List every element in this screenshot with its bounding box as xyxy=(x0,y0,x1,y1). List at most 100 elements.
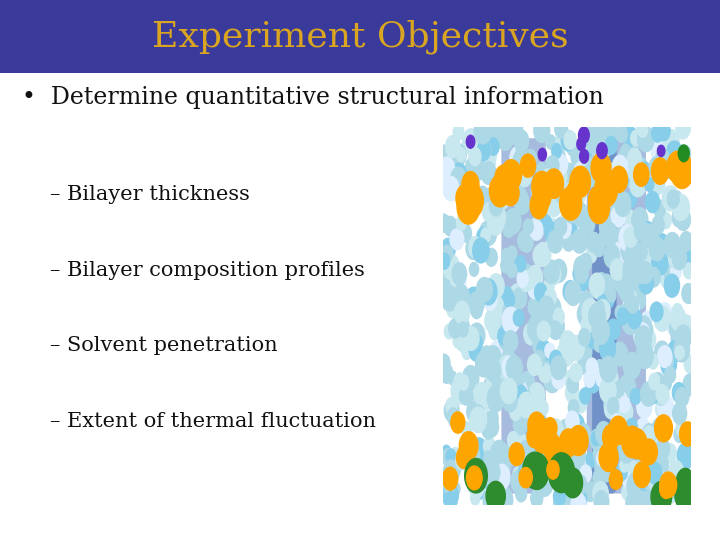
Circle shape xyxy=(453,124,464,140)
Circle shape xyxy=(477,140,490,160)
Circle shape xyxy=(516,483,526,500)
Circle shape xyxy=(595,172,618,207)
FancyBboxPatch shape xyxy=(587,138,616,494)
Circle shape xyxy=(662,186,679,211)
Circle shape xyxy=(508,263,517,278)
Circle shape xyxy=(484,451,493,464)
Circle shape xyxy=(499,330,512,350)
Circle shape xyxy=(562,343,571,357)
Circle shape xyxy=(591,431,600,445)
Circle shape xyxy=(518,464,528,478)
Circle shape xyxy=(546,135,556,149)
Circle shape xyxy=(642,329,656,349)
Circle shape xyxy=(498,287,514,311)
Circle shape xyxy=(574,161,589,185)
Circle shape xyxy=(440,364,453,383)
Circle shape xyxy=(622,469,635,488)
Circle shape xyxy=(446,455,461,478)
Circle shape xyxy=(495,165,512,191)
FancyBboxPatch shape xyxy=(592,138,646,494)
Circle shape xyxy=(518,165,531,187)
Circle shape xyxy=(641,439,657,464)
Circle shape xyxy=(593,482,608,505)
Circle shape xyxy=(537,321,550,341)
Circle shape xyxy=(505,443,519,465)
Circle shape xyxy=(654,458,668,481)
Circle shape xyxy=(577,424,590,443)
Circle shape xyxy=(624,227,637,247)
Circle shape xyxy=(535,242,551,266)
Circle shape xyxy=(545,160,562,186)
Circle shape xyxy=(574,256,589,279)
Circle shape xyxy=(581,132,593,148)
Circle shape xyxy=(611,440,624,458)
Circle shape xyxy=(616,226,627,243)
Circle shape xyxy=(634,291,646,309)
Circle shape xyxy=(603,181,621,207)
Circle shape xyxy=(477,227,490,247)
Circle shape xyxy=(593,442,608,465)
Circle shape xyxy=(624,256,640,282)
Circle shape xyxy=(474,118,491,144)
Circle shape xyxy=(511,470,526,493)
Circle shape xyxy=(508,431,518,449)
Circle shape xyxy=(568,400,579,416)
Circle shape xyxy=(575,447,585,463)
Circle shape xyxy=(483,153,495,171)
Circle shape xyxy=(535,424,553,451)
Circle shape xyxy=(570,363,582,382)
Circle shape xyxy=(581,315,593,334)
Circle shape xyxy=(675,346,684,360)
Text: – Bilayer composition profiles: – Bilayer composition profiles xyxy=(50,260,365,280)
Circle shape xyxy=(485,188,495,204)
Circle shape xyxy=(644,474,656,491)
Circle shape xyxy=(559,429,577,457)
Circle shape xyxy=(515,192,529,214)
Circle shape xyxy=(537,457,553,482)
Circle shape xyxy=(654,341,670,365)
Circle shape xyxy=(480,221,497,246)
Circle shape xyxy=(622,426,642,458)
Circle shape xyxy=(604,391,621,417)
Circle shape xyxy=(515,255,526,272)
Circle shape xyxy=(534,283,546,302)
Circle shape xyxy=(612,424,626,446)
Circle shape xyxy=(654,483,667,502)
Circle shape xyxy=(586,453,596,468)
Circle shape xyxy=(480,389,495,411)
Circle shape xyxy=(499,193,509,208)
Circle shape xyxy=(642,312,652,327)
Circle shape xyxy=(492,188,501,203)
Circle shape xyxy=(476,460,492,485)
Circle shape xyxy=(661,257,670,272)
Circle shape xyxy=(463,163,479,187)
Circle shape xyxy=(467,471,483,495)
Circle shape xyxy=(485,417,498,437)
Circle shape xyxy=(651,139,665,161)
Circle shape xyxy=(502,350,516,373)
Circle shape xyxy=(534,350,545,368)
Circle shape xyxy=(523,452,546,489)
Circle shape xyxy=(594,481,604,496)
Circle shape xyxy=(496,487,513,512)
Circle shape xyxy=(676,117,690,139)
Circle shape xyxy=(544,367,561,393)
Circle shape xyxy=(510,308,521,325)
Circle shape xyxy=(628,473,640,491)
Circle shape xyxy=(646,442,660,462)
Circle shape xyxy=(600,178,615,201)
Circle shape xyxy=(490,175,510,207)
Circle shape xyxy=(453,306,462,320)
Circle shape xyxy=(606,319,620,340)
Circle shape xyxy=(451,163,467,186)
Circle shape xyxy=(467,466,482,490)
Circle shape xyxy=(623,295,639,320)
Circle shape xyxy=(557,342,574,367)
Circle shape xyxy=(496,211,508,228)
Circle shape xyxy=(541,350,553,368)
Circle shape xyxy=(597,168,608,185)
Circle shape xyxy=(678,145,689,161)
Circle shape xyxy=(615,192,631,217)
Circle shape xyxy=(513,310,524,326)
Circle shape xyxy=(641,222,655,244)
